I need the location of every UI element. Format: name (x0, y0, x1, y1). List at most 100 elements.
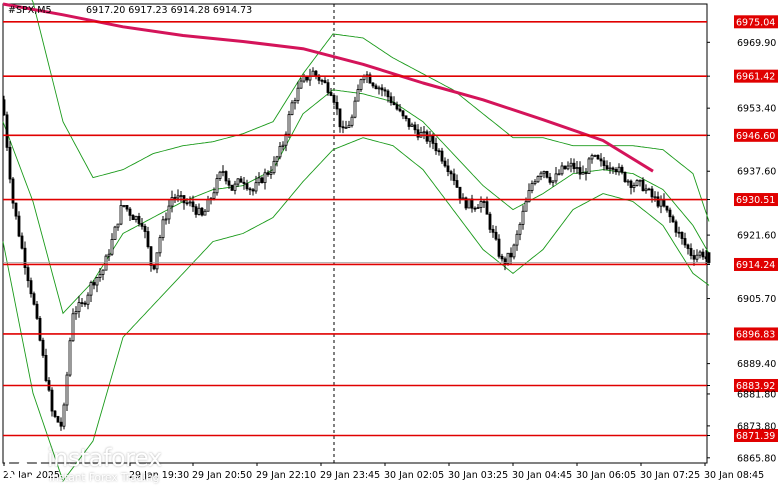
candle[interactable] (380, 84, 384, 97)
candle[interactable] (245, 179, 249, 191)
candle[interactable] (158, 234, 162, 257)
candle[interactable] (71, 308, 75, 342)
candle[interactable] (638, 179, 642, 187)
level-line[interactable]: 6871.39 (3, 428, 778, 442)
candle[interactable] (491, 225, 495, 238)
candle[interactable] (560, 162, 564, 176)
candle[interactable] (698, 250, 702, 259)
candle[interactable] (458, 186, 462, 204)
candle[interactable] (416, 124, 420, 141)
candle[interactable] (2, 95, 6, 116)
candle[interactable] (5, 111, 9, 151)
candle[interactable] (569, 158, 573, 173)
candle[interactable] (470, 194, 474, 213)
candle[interactable] (83, 300, 87, 307)
candle[interactable] (461, 193, 465, 200)
candle[interactable] (209, 197, 213, 205)
candle[interactable] (452, 168, 456, 186)
candle[interactable] (260, 176, 264, 184)
candle[interactable] (284, 131, 288, 152)
candle[interactable] (272, 156, 276, 175)
candle[interactable] (566, 161, 570, 171)
candle[interactable] (269, 166, 273, 179)
candle[interactable] (320, 78, 324, 85)
candle[interactable] (275, 155, 279, 167)
candle[interactable] (77, 295, 81, 318)
candle[interactable] (239, 176, 243, 183)
candle[interactable] (41, 337, 45, 358)
candle[interactable] (287, 110, 291, 139)
candle[interactable] (68, 337, 72, 377)
candle[interactable] (539, 171, 543, 181)
candle[interactable] (98, 268, 102, 282)
candle[interactable] (617, 163, 621, 176)
candle[interactable] (302, 73, 306, 83)
candle[interactable] (101, 269, 105, 281)
candle[interactable] (449, 169, 453, 181)
candle[interactable] (554, 167, 558, 184)
candle[interactable] (341, 120, 345, 134)
candle[interactable] (110, 233, 114, 256)
candle[interactable] (338, 108, 342, 133)
candle[interactable] (680, 231, 684, 245)
candle[interactable] (548, 173, 552, 185)
candle[interactable] (47, 377, 51, 392)
candle[interactable] (257, 172, 261, 186)
candle[interactable] (494, 225, 498, 241)
candle[interactable] (212, 187, 216, 201)
candle[interactable] (518, 222, 522, 241)
candle[interactable] (74, 306, 78, 320)
candle[interactable] (440, 147, 444, 164)
candle[interactable] (521, 205, 525, 230)
last-candle[interactable] (707, 252, 711, 265)
candle[interactable] (644, 184, 648, 194)
candle[interactable] (92, 279, 96, 290)
candle[interactable] (53, 410, 57, 419)
candle[interactable] (197, 203, 201, 216)
candle[interactable] (242, 177, 246, 190)
candle[interactable] (596, 154, 600, 160)
candle[interactable] (233, 180, 237, 195)
candle[interactable] (665, 205, 669, 213)
candle[interactable] (164, 212, 168, 225)
level-line[interactable]: 6883.92 (3, 378, 778, 392)
candle[interactable] (56, 415, 60, 423)
candle[interactable] (455, 174, 459, 188)
candle[interactable] (38, 315, 42, 342)
candle[interactable] (542, 170, 546, 179)
candle[interactable] (377, 85, 381, 95)
candle[interactable] (50, 387, 54, 417)
candle[interactable] (395, 101, 399, 111)
candle[interactable] (227, 178, 231, 189)
candle[interactable] (374, 83, 378, 90)
candle[interactable] (647, 187, 651, 191)
candle[interactable] (446, 158, 450, 177)
candle[interactable] (254, 175, 258, 194)
candle[interactable] (671, 214, 675, 223)
candle[interactable] (293, 97, 297, 110)
candle[interactable] (437, 148, 441, 156)
candle[interactable] (182, 195, 186, 210)
candle[interactable] (290, 100, 294, 116)
candle[interactable] (404, 115, 408, 122)
candle[interactable] (65, 371, 69, 412)
candle[interactable] (224, 170, 228, 185)
candles[interactable] (2, 67, 711, 431)
candle[interactable] (356, 84, 360, 102)
candle[interactable] (80, 297, 84, 308)
candle[interactable] (611, 166, 615, 174)
candle[interactable] (131, 214, 135, 221)
candle[interactable] (407, 118, 411, 130)
candle[interactable] (392, 96, 396, 106)
candle[interactable] (365, 71, 369, 84)
candle[interactable] (170, 190, 174, 213)
candle[interactable] (632, 182, 636, 193)
candle[interactable] (329, 88, 333, 97)
candle[interactable] (563, 165, 567, 170)
candle[interactable] (662, 193, 666, 208)
candle[interactable] (161, 216, 165, 241)
candle[interactable] (701, 248, 705, 260)
candle[interactable] (281, 141, 285, 151)
candle[interactable] (551, 180, 555, 187)
